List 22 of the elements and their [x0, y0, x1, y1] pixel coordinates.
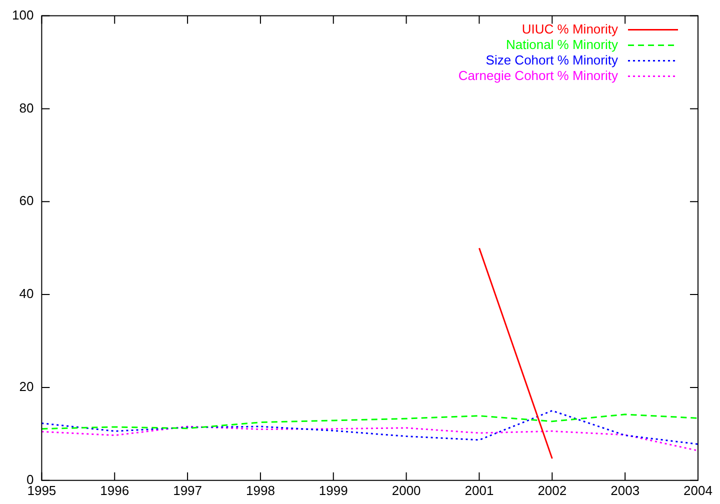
y-tick-label: 20 [19, 379, 34, 394]
y-tick-label: 100 [12, 7, 34, 22]
x-tick-label: 1997 [173, 482, 202, 498]
legend-label: Carnegie Cohort % Minority [458, 68, 618, 83]
y-tick-label: 40 [19, 286, 34, 302]
line-series [42, 410, 698, 445]
x-tick-label: 2002 [538, 482, 567, 498]
x-tick-label: 1999 [318, 482, 348, 498]
y-tick-label: 80 [19, 100, 34, 116]
x-tick-label: 2001 [464, 482, 494, 498]
line-series [42, 426, 698, 452]
legend-label: National % Minority [506, 36, 618, 52]
y-tick-label: 60 [19, 193, 34, 208]
text: UIUC % Minority [522, 21, 618, 36]
y-tick-label: 0 [26, 472, 34, 487]
legend-label: Size Cohort % Minority [486, 52, 618, 68]
x-tick-label: 2003 [610, 482, 640, 498]
x-tick-label: 2004 [684, 482, 712, 498]
line-series [42, 414, 698, 430]
x-tick-label: 1998 [246, 482, 275, 498]
x-tick-label: 1996 [100, 482, 130, 498]
x-tick-label: 2000 [392, 482, 421, 498]
